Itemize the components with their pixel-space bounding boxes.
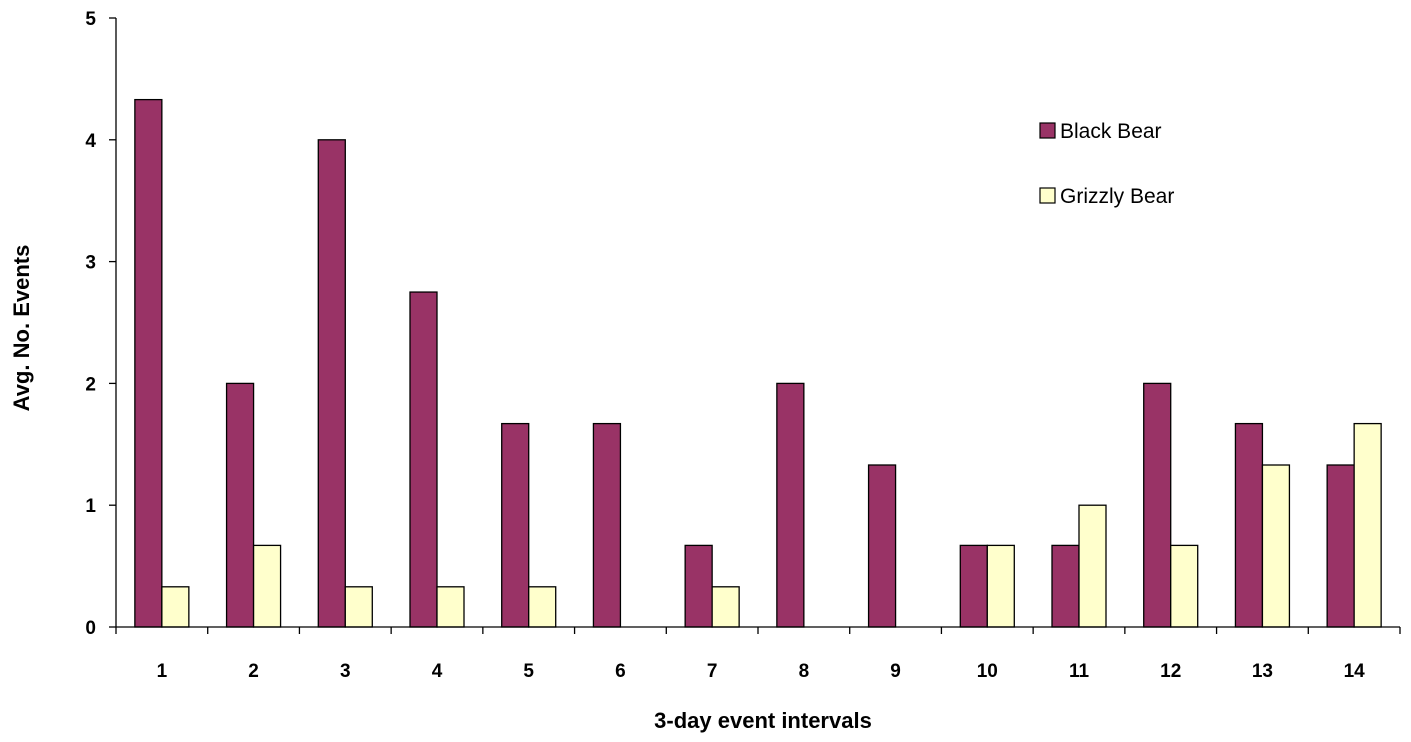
bar-grizzly-bear-2 [252,544,282,628]
bar-black-bear-12 [1143,382,1172,628]
x-tick-label: 12 [1160,661,1181,682]
x-tick-label: 3 [340,661,351,682]
bar-black-bear-1 [134,98,163,628]
bar-black-bear-2 [225,382,255,628]
y-tick-label: 0 [85,618,96,639]
x-tick-label: 13 [1252,661,1273,682]
bar-grizzly-bear-11 [1078,504,1107,628]
x-tick-label: 6 [615,661,626,682]
y-tick-label: 5 [85,9,96,30]
bar-black-bear-4 [409,291,438,628]
bar-grizzly-bear-4 [436,586,465,628]
bar-black-bear-10 [959,544,988,628]
bar-grizzly-bear-13 [1261,464,1291,628]
bar-grizzly-bear-3 [344,586,373,628]
x-tick-label: 14 [1344,661,1366,682]
bar-grizzly-bear-10 [986,544,1015,628]
bar-grizzly-bear-12 [1170,544,1199,628]
bar-grizzly-bear-5 [528,586,557,628]
bar-black-bear-9 [867,464,897,628]
bar-grizzly-bear-14 [1353,422,1382,628]
bar-black-bear-8 [776,382,805,628]
y-tick-label: 2 [85,374,96,395]
y-tick-label: 3 [85,253,96,274]
axes-group [115,18,1400,628]
bar-black-bear-7 [684,544,713,628]
legend-swatch-black-bear [1039,122,1056,139]
x-tick-label: 9 [890,661,901,682]
legend-label-grizzly-bear: Grizzly Bear [1060,185,1174,208]
x-tick-label: 7 [707,661,718,682]
bar-black-bear-14 [1326,464,1355,628]
x-tick-label: 10 [977,661,998,682]
legend-swatch-grizzly-bear [1039,187,1056,204]
y-tick-label: 4 [85,131,96,152]
bar-black-bear-11 [1051,544,1080,628]
x-axis-title: 3-day event intervals [654,708,872,733]
x-tick-label: 1 [157,661,168,682]
y-tick-label: 1 [85,496,96,517]
x-tick-label: 5 [523,661,534,682]
bars-group [134,98,1382,628]
bar-black-bear-5 [501,422,530,628]
legend: Black Bear Grizzly Bear [1039,120,1174,208]
x-tick-label: 2 [248,661,259,682]
x-tick-label: 8 [799,661,810,682]
bar-grizzly-bear-7 [711,586,740,628]
y-axis-title: Avg. No. Events [9,245,34,412]
legend-label-black-bear: Black Bear [1060,120,1162,143]
bar-grizzly-bear-1 [161,586,190,628]
bar-black-bear-3 [317,139,346,628]
bar-black-bear-6 [592,422,622,628]
x-tick-label: 11 [1069,661,1090,682]
bar-black-bear-13 [1234,422,1264,628]
x-tick-label: 4 [432,661,443,682]
